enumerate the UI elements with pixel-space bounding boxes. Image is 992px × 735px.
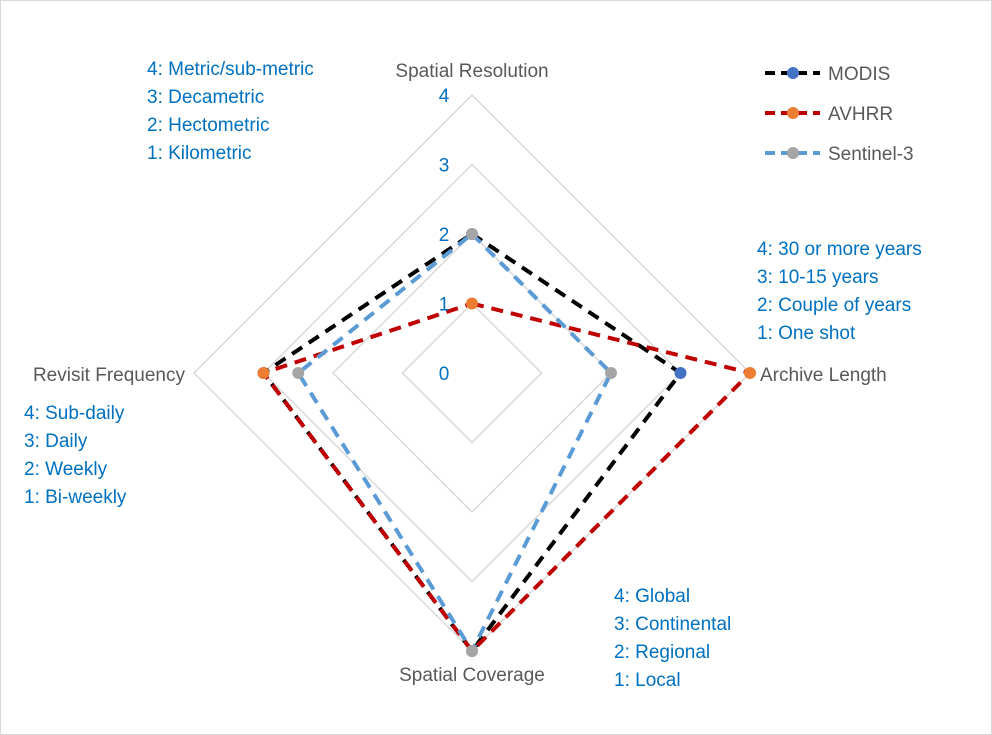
annotation-line: 1: Bi-weekly: [24, 487, 127, 508]
annotation-line: 4: Sub-daily: [24, 403, 125, 424]
annotation-line: 1: One shot: [757, 323, 856, 344]
annotation-line: 1: Local: [614, 670, 681, 691]
legend-label: AVHRR: [828, 104, 893, 125]
annotation-line: 3: 10-15 years: [757, 267, 878, 288]
annotation-archive-length: 4: 30 or more years 3: 10-15 years 2: Coup…: [757, 239, 922, 344]
series-line: [260, 231, 684, 655]
tick-label: 1: [439, 295, 450, 316]
legend: MODIS AVHRR Sentinel-3: [765, 64, 914, 165]
data-point: [466, 228, 478, 240]
legend-entry: AVHRR: [765, 104, 893, 125]
axis-label-spatial-resolution: Spatial Resolution: [395, 61, 548, 82]
tick-label: 4: [439, 86, 450, 107]
data-point: [466, 297, 478, 310]
data-point: [466, 645, 478, 657]
annotation-line: 3: Daily: [24, 431, 88, 452]
legend-marker: [787, 147, 799, 159]
annotation-line: 3: Continental: [614, 614, 731, 635]
grid-ring-3: [262, 163, 682, 583]
annotations: 4: Metric/sub-metric 3: Decametric 2: Hect…: [24, 59, 922, 691]
data-point: [292, 367, 305, 379]
tick-label: 2: [439, 225, 450, 246]
axis-label-revisit-frequency: Revisit Frequency: [33, 365, 186, 386]
annotation-line: 1: Kilometric: [147, 143, 252, 164]
grid-ring-1: [401, 302, 543, 444]
data-point: [674, 367, 687, 379]
annotation-line: 2: Regional: [614, 642, 710, 663]
annotation-line: 4: 30 or more years: [757, 239, 922, 260]
annotation-line: 2: Hectometric: [147, 115, 269, 136]
annotation-line: 3: Decametric: [147, 87, 264, 108]
tick-label: 3: [439, 156, 450, 177]
series-avhrr: [260, 301, 754, 655]
data-point: [257, 367, 270, 379]
data-point: [605, 367, 617, 379]
legend-label: Sentinel-3: [828, 144, 914, 165]
series-layer: [257, 228, 756, 657]
annotation-line: 2: Weekly: [24, 459, 108, 480]
data-point: [744, 367, 756, 379]
legend-marker: [787, 67, 799, 79]
annotation-line: 2: Couple of years: [757, 295, 911, 316]
legend-entry: Sentinel-3: [765, 144, 914, 165]
grid-ring-2: [331, 232, 613, 514]
annotation-line: 4: Global: [614, 586, 690, 607]
legend-marker: [787, 107, 799, 119]
annotation-line: 4: Metric/sub-metric: [147, 59, 314, 80]
series-modis: [260, 231, 684, 655]
grid-ring-4: [192, 93, 752, 653]
series-markers: [292, 228, 617, 657]
series-line: [260, 301, 754, 655]
tick-labels: 0 1 2 3 4: [439, 86, 450, 385]
annotation-spatial-coverage: 4: Global 3: Continental 2: Regional 1: Loc…: [614, 586, 731, 691]
legend-label: MODIS: [828, 64, 890, 85]
axis-label-archive-length: Archive Length: [760, 365, 887, 386]
radar-grid: [192, 93, 752, 653]
axis-label-spatial-coverage: Spatial Coverage: [399, 665, 545, 686]
annotation-spatial-resolution: 4: Metric/sub-metric 3: Decametric 2: Hect…: [147, 59, 314, 164]
tick-label: 0: [439, 364, 450, 385]
legend-entry: MODIS: [765, 64, 890, 85]
annotation-revisit-frequency: 4: Sub-daily 3: Daily 2: Weekly 1: Bi-weekl…: [24, 403, 127, 508]
